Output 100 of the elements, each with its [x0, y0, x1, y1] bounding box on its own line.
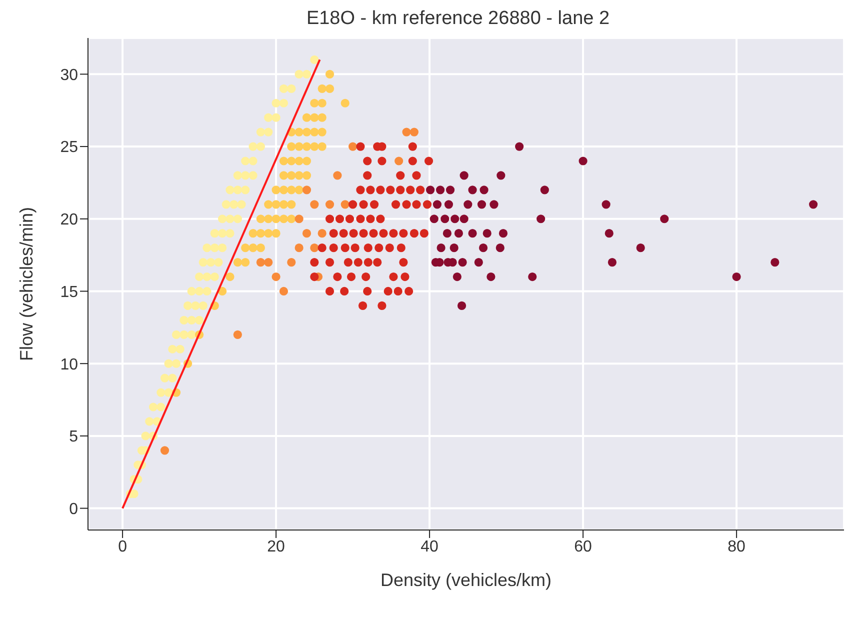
point: [325, 70, 334, 78]
point: [256, 214, 265, 224]
point: [279, 171, 288, 180]
y-tick-label: 10: [60, 356, 78, 374]
point: [436, 186, 445, 194]
point: [294, 128, 304, 136]
point: [318, 113, 326, 122]
point: [430, 214, 438, 224]
point: [608, 258, 617, 267]
point: [454, 229, 464, 238]
point: [272, 214, 280, 224]
point: [302, 156, 312, 166]
point: [294, 214, 304, 224]
point: [294, 156, 304, 166]
point: [279, 200, 288, 209]
point: [436, 244, 446, 252]
point: [468, 229, 477, 238]
y-tick-label: 0: [69, 500, 78, 518]
y-tick-label: 15: [60, 284, 78, 301]
point: [486, 272, 496, 282]
point: [294, 142, 304, 151]
point: [458, 258, 467, 267]
y-tick-label: 30: [60, 66, 78, 84]
point: [515, 142, 524, 151]
point: [333, 171, 342, 180]
point: [256, 244, 265, 252]
point: [540, 186, 549, 194]
point: [468, 186, 477, 194]
point: [496, 244, 504, 252]
point: [528, 272, 537, 282]
point: [160, 446, 170, 455]
point: [444, 200, 454, 209]
point: [636, 244, 645, 252]
y-axis-title: Flow (vehicles/min): [16, 206, 36, 362]
point: [279, 214, 288, 224]
point: [318, 142, 326, 151]
point: [474, 258, 483, 267]
point: [302, 142, 312, 151]
x-axis-title: Density (vehicles/km): [380, 570, 552, 590]
point: [426, 186, 435, 194]
point: [477, 200, 486, 209]
point: [464, 200, 472, 209]
point: [498, 229, 508, 238]
point: [256, 258, 265, 267]
point: [310, 128, 319, 136]
point: [460, 214, 468, 224]
point: [302, 229, 312, 238]
point: [248, 244, 258, 252]
point: [402, 128, 411, 136]
point: [272, 200, 280, 209]
point: [287, 258, 296, 267]
y-tick-label: 25: [60, 139, 78, 156]
point: [410, 128, 418, 136]
point: [310, 98, 319, 108]
point: [302, 171, 312, 180]
point: [302, 186, 312, 194]
point: [294, 186, 304, 194]
point: [482, 229, 492, 238]
point: [480, 186, 488, 194]
point: [318, 229, 326, 238]
point: [496, 171, 506, 180]
point: [287, 142, 296, 151]
x-tick-label: 20: [267, 538, 286, 556]
x-tick-label: 0: [118, 538, 128, 556]
point: [318, 128, 326, 136]
point: [241, 258, 250, 267]
point: [256, 229, 265, 238]
point: [287, 214, 296, 224]
point: [310, 200, 319, 209]
point: [340, 98, 350, 108]
point: [325, 84, 334, 93]
point: [394, 156, 404, 166]
point: [302, 113, 312, 122]
point: [272, 186, 280, 194]
point: [233, 258, 242, 267]
point: [310, 142, 319, 151]
point: [770, 258, 780, 267]
point: [287, 200, 296, 209]
chart-title: E18O - km reference 26880 - lane 2: [305, 8, 611, 30]
y-tick-label: 5: [69, 428, 78, 446]
y-tick-label: 20: [60, 212, 78, 229]
point: [294, 171, 304, 180]
point: [302, 128, 312, 136]
point: [732, 272, 741, 282]
point: [660, 214, 669, 224]
point: [446, 186, 455, 194]
point: [536, 214, 546, 224]
point: [578, 156, 588, 166]
point: [287, 156, 296, 166]
point: [272, 272, 280, 282]
point: [450, 214, 460, 224]
point: [264, 214, 273, 224]
point: [457, 301, 466, 310]
point: [602, 200, 610, 209]
point: [318, 98, 326, 108]
point: [348, 142, 358, 151]
point: [287, 186, 296, 194]
point: [248, 229, 258, 238]
point: [450, 244, 458, 252]
point: [440, 214, 450, 224]
